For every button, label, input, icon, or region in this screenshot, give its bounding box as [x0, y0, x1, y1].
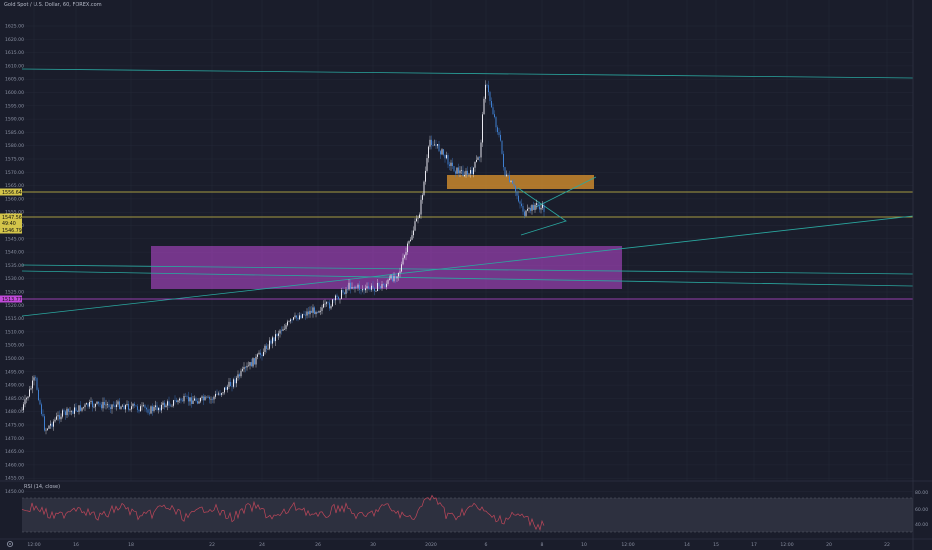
time-tick: 22 — [209, 542, 215, 548]
price-badge — [0, 188, 22, 196]
price-badge — [0, 226, 22, 234]
price-badge-label: 1556.64 — [2, 190, 22, 196]
price-badge — [0, 295, 22, 303]
time-tick: 10 — [581, 542, 587, 548]
time-tick: 16 — [73, 542, 79, 548]
rsi-title: RSI (14, close) — [24, 484, 61, 490]
price-tick: 1470.00 — [5, 436, 24, 442]
symbol-title: Gold Spot / U.S. Dollar, 60, FOREX.com — [4, 2, 102, 8]
time-tick: 22 — [884, 542, 890, 548]
price-tick: 1450.00 — [5, 489, 24, 495]
trendline-mid-b[interactable] — [21, 270, 914, 287]
time-tick: 2020 — [425, 542, 437, 548]
price-tick: 1565.00 — [5, 183, 24, 189]
grid-lines — [22, 0, 913, 492]
price-tick: 1530.00 — [5, 276, 24, 282]
time-tick: 8 — [541, 542, 544, 548]
time-tick: 12:00 — [780, 542, 793, 548]
price-tick: 1525.00 — [5, 290, 24, 296]
candlestick-series — [21, 80, 545, 435]
price-tick: 1620.00 — [5, 37, 24, 43]
price-tick: 1605.00 — [5, 77, 24, 83]
price-badge-label: 1547.56 — [2, 215, 22, 221]
price-tick: 1480.00 — [5, 409, 24, 415]
rsi-axis: 80.00 60.00 40.00 — [915, 490, 928, 528]
price-tick: 1560.00 — [5, 196, 24, 202]
time-tick: 6 — [485, 542, 488, 548]
gear-icon[interactable] — [6, 540, 14, 548]
price-tick: 1580.00 — [5, 143, 24, 149]
price-badge-label: 49:40 — [2, 221, 16, 227]
price-tick: 1515.00 — [5, 316, 24, 322]
price-tick: 1535.00 — [5, 263, 24, 269]
price-tick: 1625.00 — [5, 24, 24, 30]
time-tick: 26 — [315, 542, 321, 548]
price-badge-label: 1513.77 — [2, 297, 22, 303]
price-tick: 1520.00 — [5, 303, 24, 309]
projection-line[interactable] — [535, 176, 597, 208]
price-tick: 1590.00 — [5, 117, 24, 123]
price-badge — [0, 219, 22, 227]
price-tick: 1490.00 — [5, 383, 24, 389]
price-tick: 1610.00 — [5, 63, 24, 69]
price-tick: 1460.00 — [5, 462, 24, 468]
price-tick: 1495.00 — [5, 369, 24, 375]
time-tick: 24 — [259, 542, 265, 548]
price-tick: 1600.00 — [5, 90, 24, 96]
time-tick: 12:00 — [27, 542, 40, 548]
price-tick: 1540.00 — [5, 250, 24, 256]
time-tick: 12:00 — [621, 542, 634, 548]
price-tick: 1485.00 — [5, 396, 24, 402]
price-tick: 1475.00 — [5, 423, 24, 429]
time-tick: 30 — [370, 542, 376, 548]
price-tick: 1595.00 — [5, 103, 24, 109]
price-tick: 1615.00 — [5, 50, 24, 56]
rsi-tick: 40.00 — [915, 522, 928, 528]
rsi-tick: 80.00 — [915, 490, 928, 496]
price-tick: 1455.00 — [5, 476, 24, 482]
trendline-mid-a[interactable] — [21, 264, 914, 275]
rsi-line — [21, 494, 545, 532]
triangle-pattern[interactable] — [517, 187, 567, 236]
price-badge-label: 1546.79 — [2, 228, 22, 234]
price-badge — [0, 213, 22, 221]
price-tick: 1585.00 — [5, 130, 24, 136]
price-tick: 1570.00 — [5, 170, 24, 176]
price-tick: 1500.00 — [5, 356, 24, 362]
time-tick: 20 — [826, 542, 832, 548]
price-tick: 1510.00 — [5, 329, 24, 335]
rsi-tick: 60.00 — [915, 507, 928, 513]
time-tick: 18 — [128, 542, 134, 548]
supply-zone[interactable] — [447, 175, 594, 189]
time-tick: 15 — [713, 542, 719, 548]
price-tick: 1465.00 — [5, 449, 24, 455]
price-tick: 1575.00 — [5, 157, 24, 163]
time-tick: 14 — [684, 542, 690, 548]
time-axis[interactable]: 12:00 16 18 22 24 26 30 2020 6 8 10 12:00 14 15 17 12:0… — [27, 542, 890, 548]
price-tick: 1545.00 — [5, 236, 24, 242]
price-axis[interactable]: 1625.00 1620.00 1615.00 1610.00 1605.00 1600.… — [5, 24, 24, 496]
price-tick: 1505.00 — [5, 343, 24, 349]
price-tick: 1555.00 — [5, 210, 24, 216]
time-tick: 17 — [751, 542, 757, 548]
trendline-rising[interactable] — [21, 215, 914, 317]
rsi-band — [22, 498, 913, 532]
trendline-top[interactable] — [21, 68, 914, 79]
